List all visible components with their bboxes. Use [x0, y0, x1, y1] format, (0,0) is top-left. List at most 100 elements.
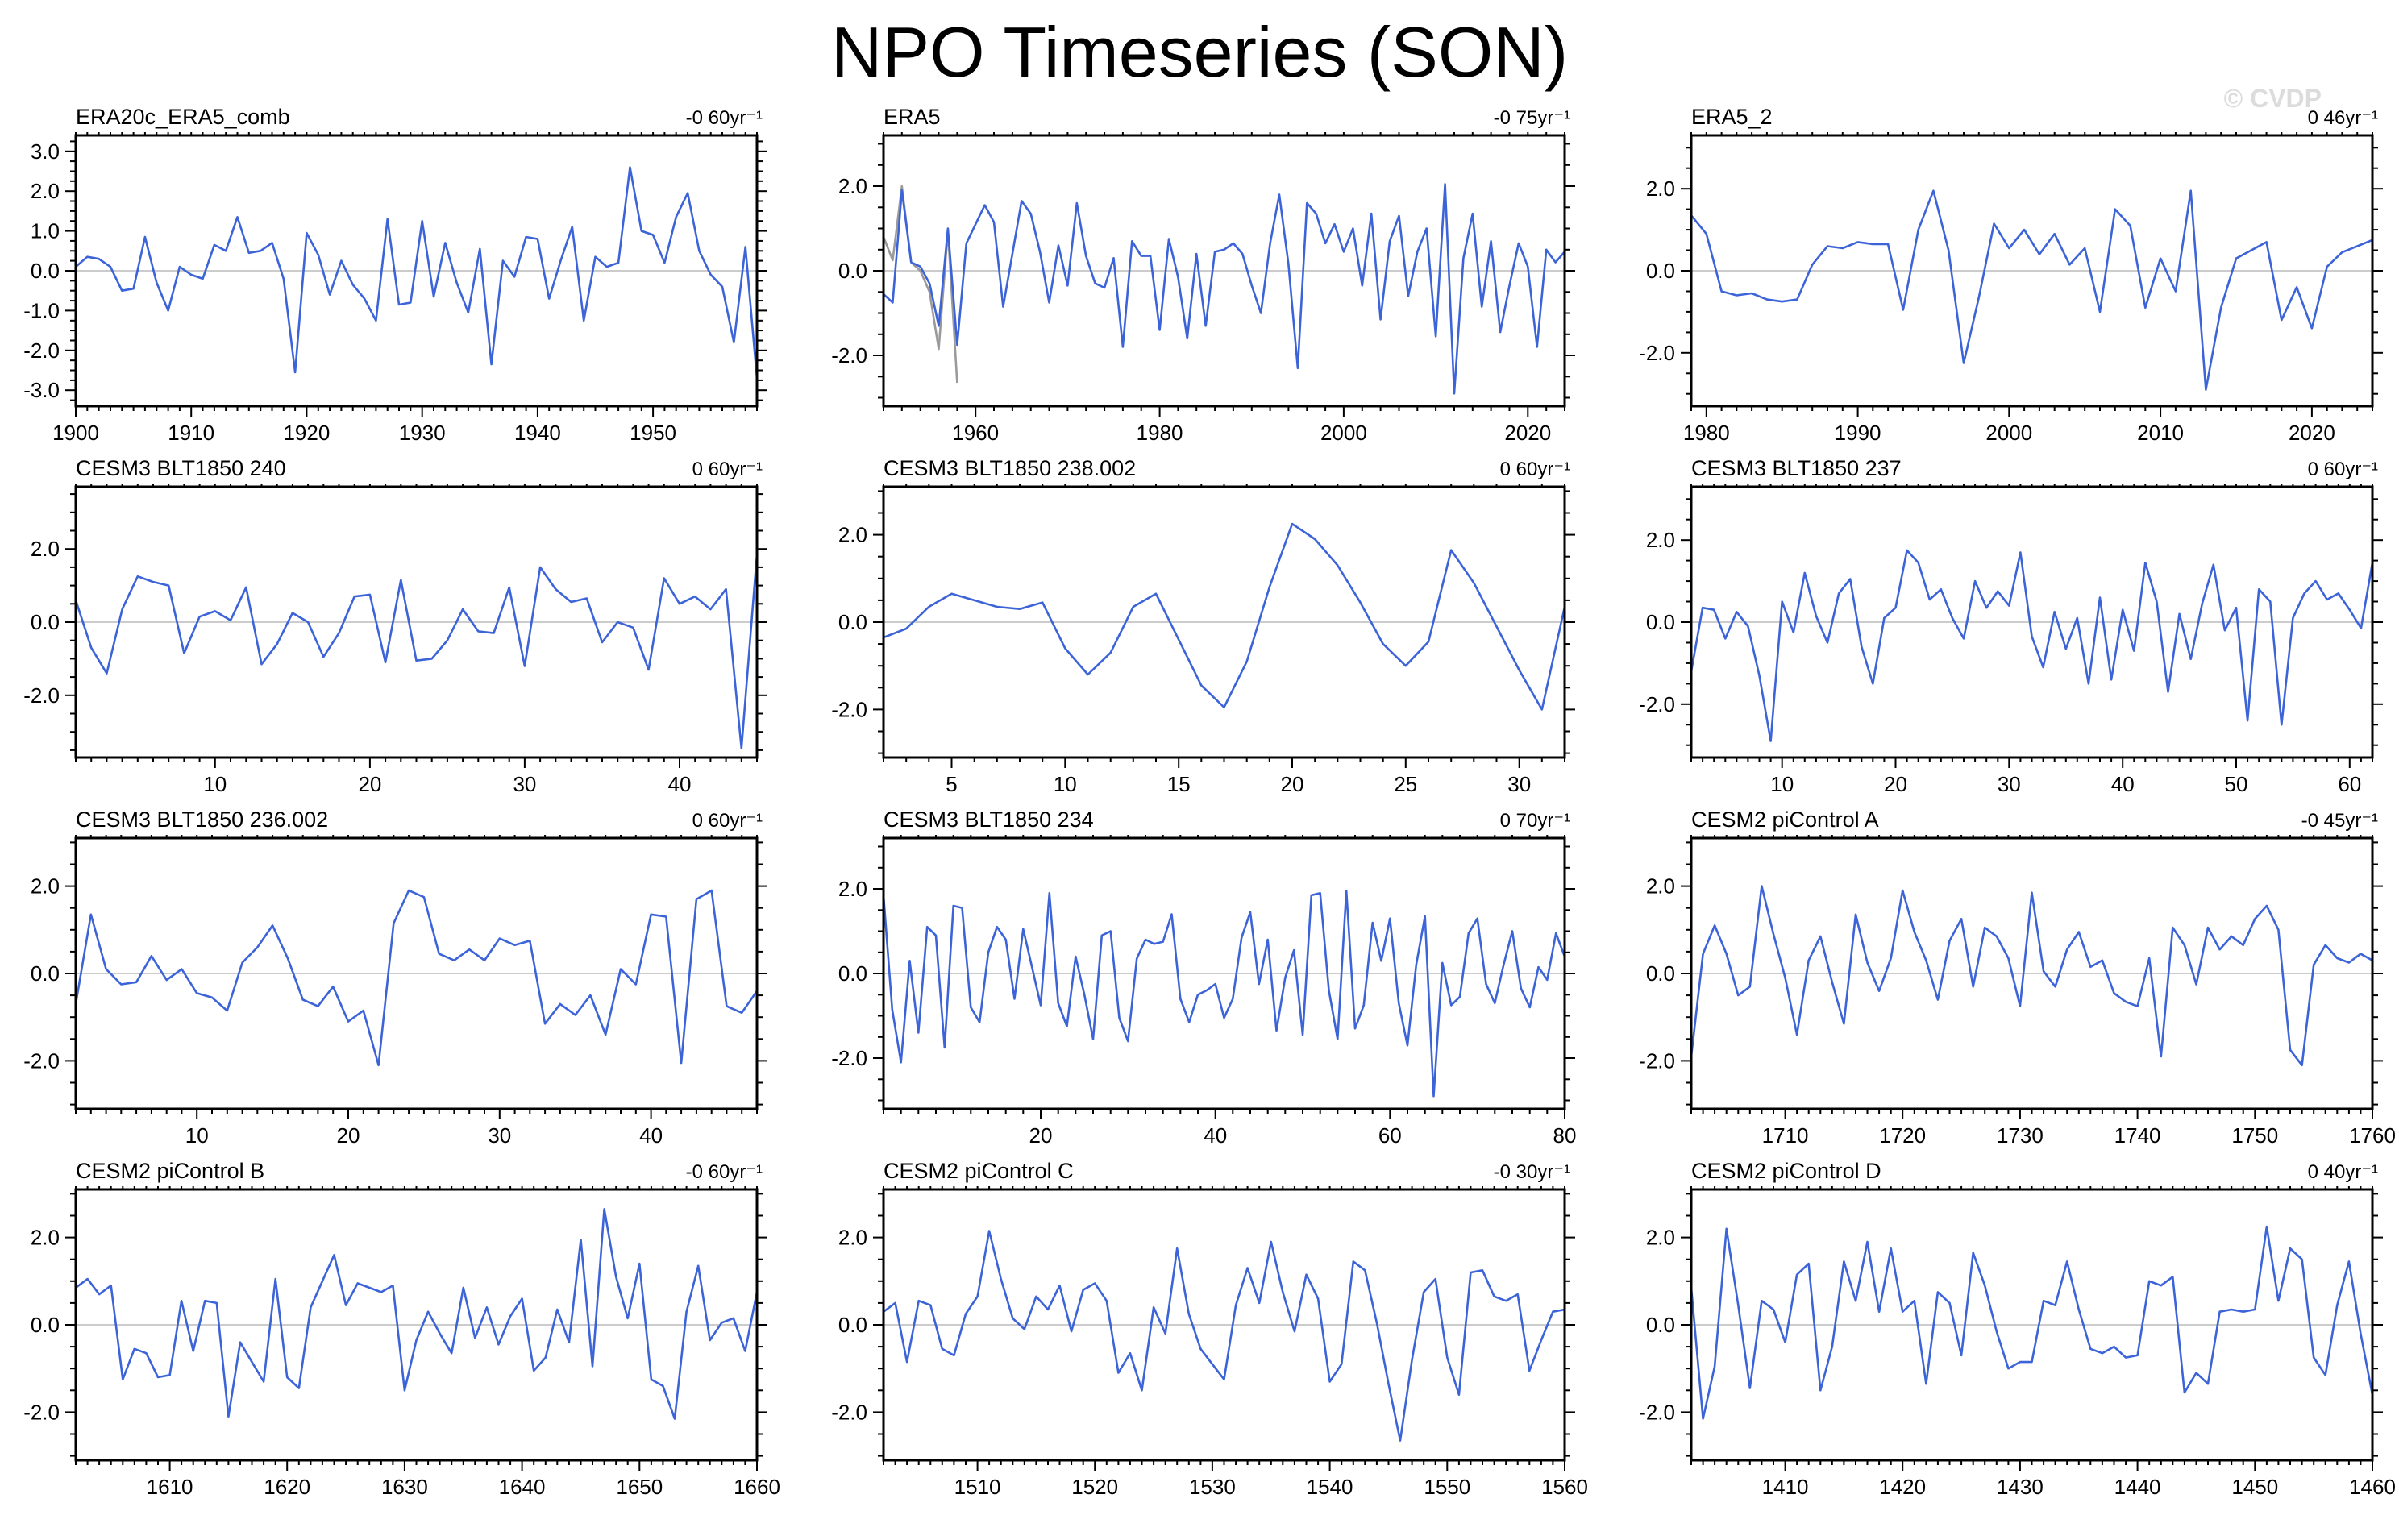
- x-tick-label: 20: [1884, 772, 1907, 795]
- x-tick-label: 1720: [1879, 1123, 1926, 1146]
- x-tick-label: 2010: [2137, 421, 2184, 443]
- x-tick-label: 1550: [1424, 1475, 1470, 1497]
- timeseries-line: [1691, 549, 2372, 742]
- y-tick-label: 0.0: [838, 1313, 867, 1337]
- timeseries-plot: 1960 1980 2000 2020 -2.0 0.0 2.0: [831, 132, 1575, 443]
- panel-header: ERA20c_ERA5_comb -0 60yr⁻¹: [15, 102, 782, 132]
- panel-header: CESM2 piControl D 0 40yr⁻¹: [1630, 1156, 2397, 1186]
- x-tick-label: 1980: [1137, 421, 1183, 443]
- trend-label: 0 60yr⁻¹: [2307, 459, 2378, 480]
- x-tick-label: 15: [1167, 772, 1191, 795]
- x-tick-label: 1960: [952, 421, 999, 443]
- x-tick-label: 1420: [1879, 1475, 1926, 1497]
- y-tick-label: 2.0: [31, 874, 60, 899]
- x-tick-label: 1460: [2349, 1475, 2396, 1497]
- x-tick-label: 1760: [2349, 1123, 2396, 1146]
- x-tick-label: 10: [185, 1123, 209, 1146]
- y-tick-label: 2.0: [1646, 176, 1675, 201]
- panel-title: CESM3 BLT1850 240: [76, 456, 286, 480]
- y-tick-label: 0.0: [31, 1313, 60, 1337]
- timeseries-plot: 1410 1420 1430 1440 1450 1460 -2.0 0.0 2.0: [1639, 1186, 2396, 1497]
- x-tick-label: 20: [358, 772, 381, 795]
- timeseries-line: [884, 890, 1565, 1098]
- y-tick-label: -3.0: [23, 378, 60, 402]
- panel-title: CESM3 BLT1850 238.002: [884, 456, 1137, 480]
- panel-header: CESM3 BLT1850 234 0 70yr⁻¹: [822, 804, 1590, 835]
- x-tick-label: 1660: [734, 1475, 780, 1497]
- panel-title: CESM2 piControl A: [1691, 807, 1879, 832]
- x-tick-label: 40: [639, 1123, 663, 1146]
- panel-title: CESM2 piControl C: [884, 1159, 1074, 1183]
- chart-panel: CESM2 piControl B -0 60yr⁻¹ 1610 1620 1630…: [15, 1156, 782, 1497]
- x-tick-label: 1730: [1997, 1123, 2044, 1146]
- timeseries-line: [884, 522, 1565, 711]
- x-tick-label: 2020: [2289, 421, 2335, 443]
- x-tick-label: 60: [1378, 1123, 1402, 1146]
- timeseries-line: [76, 1208, 757, 1420]
- y-tick-label: 0.0: [31, 961, 60, 986]
- panel-header: CESM3 BLT1850 238.002 0 60yr⁻¹: [822, 453, 1590, 484]
- x-tick-label: 20: [1281, 772, 1304, 795]
- chart-panel: ERA5 -0 75yr⁻¹ 1960 1980 2000 2020 -2.0 0.0 2.…: [822, 102, 1590, 443]
- panel-header: CESM3 BLT1850 240 0 60yr⁻¹: [15, 453, 782, 484]
- panel-header: ERA5 -0 75yr⁻¹: [822, 102, 1590, 132]
- trend-label: -0 75yr⁻¹: [1493, 107, 1570, 129]
- chart-panel: ERA5_2 0 46yr⁻¹ 1980 1990 2000 2010 2020 -2.0…: [1630, 102, 2397, 443]
- trend-label: 0 46yr⁻¹: [2307, 107, 2378, 129]
- y-tick-label: -2.0: [1639, 692, 1675, 716]
- y-tick-label: 3.0: [31, 139, 60, 164]
- x-tick-label: 1430: [1997, 1475, 2044, 1497]
- timeseries-line: [76, 554, 757, 749]
- y-tick-label: -2.0: [831, 697, 867, 721]
- x-tick-label: 30: [488, 1123, 511, 1146]
- panel-header: CESM3 BLT1850 236.002 0 60yr⁻¹: [15, 804, 782, 835]
- trend-label: -0 30yr⁻¹: [1493, 1161, 1570, 1183]
- x-tick-label: 1640: [499, 1475, 546, 1497]
- x-tick-label: 1750: [2231, 1123, 2278, 1146]
- x-tick-label: 1540: [1307, 1475, 1353, 1497]
- x-tick-label: 1440: [2114, 1475, 2161, 1497]
- x-tick-label: 1450: [2231, 1475, 2278, 1497]
- y-tick-label: 0.0: [1646, 961, 1675, 986]
- y-tick-label: 2.0: [838, 877, 867, 901]
- trend-label: 0 60yr⁻¹: [692, 459, 763, 480]
- panel-title: ERA20c_ERA5_comb: [76, 105, 290, 129]
- panel-title: CESM3 BLT1850 237: [1691, 456, 1902, 480]
- trend-label: -0 60yr⁻¹: [685, 1161, 763, 1183]
- timeseries-plot: 10 20 30 40 -2.0 0.0 2.0: [23, 835, 767, 1146]
- x-tick-label: 20: [337, 1123, 360, 1146]
- y-tick-label: 0.0: [1646, 259, 1675, 283]
- y-tick-label: -2.0: [23, 338, 60, 363]
- x-tick-label: 1710: [1762, 1123, 1809, 1146]
- timeseries-plot: 5 10 15 20 25 30 -2.0 0.0 2.0: [831, 484, 1575, 795]
- y-tick-label: 2.0: [838, 174, 867, 198]
- x-tick-label: 40: [1204, 1123, 1227, 1146]
- x-tick-label: 2000: [1985, 421, 2032, 443]
- timeseries-plot: 1900 1910 1920 1930 1940 1950 -3.0 -2.0 -1.0 0.0 1…: [23, 132, 767, 443]
- panel-title: CESM2 piControl D: [1691, 1159, 1881, 1183]
- chart-panel: CESM2 piControl C -0 30yr⁻¹ 1510 1520 1530…: [822, 1156, 1590, 1497]
- x-tick-label: 1620: [264, 1475, 310, 1497]
- y-tick-label: 2.0: [31, 537, 60, 561]
- y-tick-label: 0.0: [838, 961, 867, 986]
- x-tick-label: 25: [1394, 772, 1417, 795]
- trend-label: 0 60yr⁻¹: [692, 810, 763, 832]
- y-tick-label: 2.0: [838, 1226, 867, 1250]
- x-tick-label: 60: [2338, 772, 2361, 795]
- y-tick-label: 2.0: [31, 1226, 60, 1250]
- timeseries-line: [884, 183, 1565, 395]
- y-tick-label: 0.0: [838, 610, 867, 634]
- x-tick-label: 10: [1054, 772, 1077, 795]
- chart-panel: CESM3 BLT1850 236.002 0 60yr⁻¹ 10 20 30 40 -…: [15, 804, 782, 1146]
- x-tick-label: 5: [946, 772, 957, 795]
- y-tick-label: -2.0: [1639, 1048, 1675, 1073]
- panel-title: CESM3 BLT1850 234: [884, 807, 1094, 832]
- timeseries-line: [1691, 189, 2372, 391]
- y-tick-label: 0.0: [1646, 1313, 1675, 1337]
- chart-panel: CESM3 BLT1850 240 0 60yr⁻¹ 10 20 30 40 -2.0 0…: [15, 453, 782, 795]
- timeseries-plot: 10 20 30 40 50 60 -2.0 0.0 2.0: [1639, 484, 2383, 795]
- x-tick-label: 1920: [283, 421, 330, 443]
- cvdp-copyright: © CVDP: [2223, 84, 2322, 113]
- x-tick-label: 1520: [1071, 1475, 1118, 1497]
- x-tick-label: 40: [2111, 772, 2135, 795]
